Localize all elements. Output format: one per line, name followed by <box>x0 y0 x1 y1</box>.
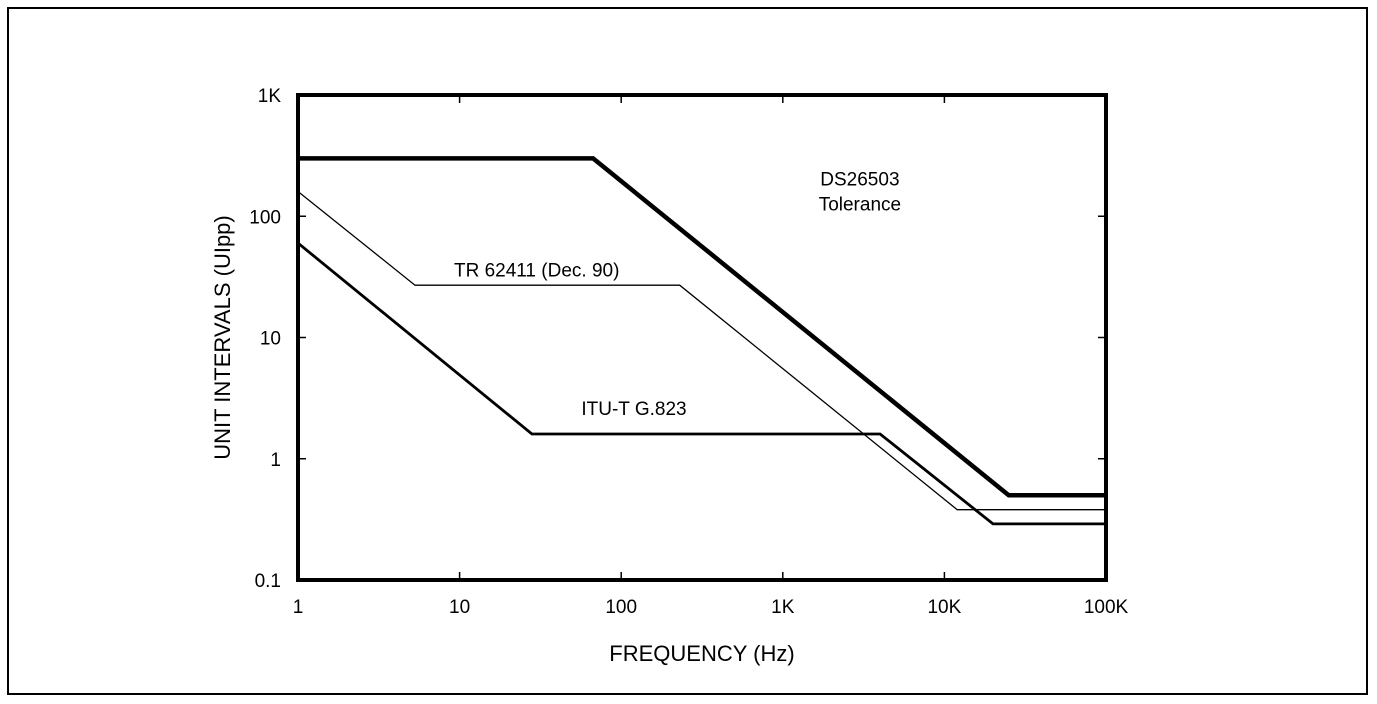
x-axis-title: FREQUENCY (Hz) <box>609 641 794 666</box>
series-line-3 <box>297 242 1106 526</box>
x-tick-label: 100 <box>605 597 637 618</box>
series-annotation-1: DS26503 <box>820 169 899 190</box>
y-tick-label: 1K <box>258 86 282 107</box>
x-tick-label: 100K <box>1084 597 1129 618</box>
y-axis-title: UNIT INTERVALS (UIpp) <box>210 215 235 460</box>
y-tick-label: 10 <box>260 329 281 350</box>
y-tick-label: 0.1 <box>255 571 281 592</box>
x-tick-label: 1K <box>771 597 795 618</box>
plot-area-border <box>296 93 1108 582</box>
series-annotation-3: ITU-T G.823 <box>581 399 686 420</box>
x-tick-label: 10K <box>927 597 961 618</box>
series-annotation-1: Tolerance <box>819 194 901 215</box>
series-annotation-2: TR 62411 (Dec. 90) <box>454 260 619 281</box>
series-line-1 <box>298 156 1106 498</box>
x-tick-label: 1 <box>293 597 304 618</box>
y-tick-label: 1 <box>270 450 281 471</box>
series-line-2 <box>297 190 1106 511</box>
figure-frame <box>7 7 1368 695</box>
x-tick-label: 10 <box>449 597 470 618</box>
y-tick-label: 100 <box>249 207 281 228</box>
